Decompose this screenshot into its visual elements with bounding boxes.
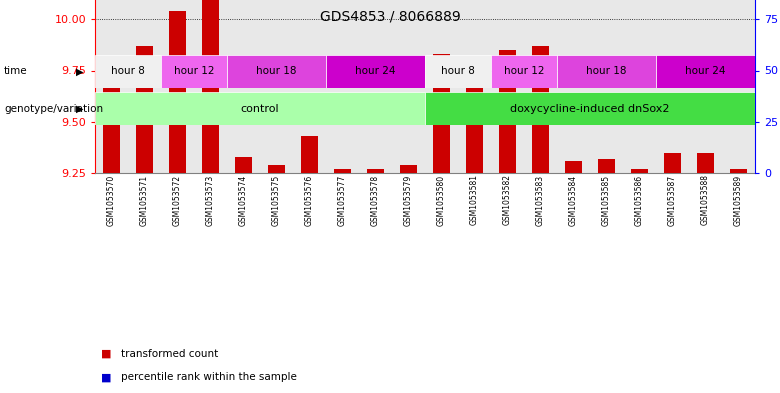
Bar (103, 60, 120, 173)
Bar (169, 11, 186, 173)
Bar (236, 156, 252, 173)
Bar (202, 0, 218, 173)
Bar (95, 55, 161, 88)
Text: hour 18: hour 18 (587, 66, 627, 77)
Bar (499, 50, 516, 173)
Text: ▶: ▶ (76, 66, 83, 77)
Bar (301, 136, 317, 173)
Text: control: control (241, 103, 279, 114)
Text: hour 12: hour 12 (504, 66, 544, 77)
Bar (367, 169, 384, 173)
Bar (326, 55, 425, 88)
Bar (95, 92, 425, 125)
Bar (425, 55, 491, 88)
Bar (400, 165, 417, 173)
Text: ■: ■ (101, 372, 112, 382)
Text: hour 12: hour 12 (174, 66, 214, 77)
Bar (665, 152, 681, 173)
Text: percentile rank within the sample: percentile rank within the sample (121, 372, 296, 382)
Bar (598, 159, 615, 173)
Bar (730, 169, 746, 173)
Text: genotype/variation: genotype/variation (4, 103, 103, 114)
Bar (566, 161, 582, 173)
Text: hour 18: hour 18 (257, 66, 296, 77)
Bar (491, 55, 557, 88)
Bar (557, 55, 656, 88)
Bar (466, 58, 483, 173)
Bar (532, 46, 549, 173)
Text: ▶: ▶ (76, 103, 83, 114)
Bar (335, 169, 351, 173)
Text: hour 24: hour 24 (686, 66, 725, 77)
Bar (425, 92, 755, 125)
Text: doxycycline-induced dnSox2: doxycycline-induced dnSox2 (510, 103, 670, 114)
Text: hour 24: hour 24 (355, 66, 395, 77)
Bar (656, 55, 755, 88)
Bar (268, 165, 285, 173)
Text: hour 8: hour 8 (111, 66, 145, 77)
Bar (161, 55, 227, 88)
Bar (136, 46, 153, 173)
Bar (697, 152, 714, 173)
Bar (631, 169, 647, 173)
Text: time: time (4, 66, 27, 77)
Text: hour 8: hour 8 (441, 66, 475, 77)
Text: GDS4853 / 8066889: GDS4853 / 8066889 (320, 10, 460, 24)
Text: ■: ■ (101, 349, 112, 359)
Bar (227, 55, 326, 88)
Bar (433, 54, 450, 173)
Text: transformed count: transformed count (121, 349, 218, 359)
